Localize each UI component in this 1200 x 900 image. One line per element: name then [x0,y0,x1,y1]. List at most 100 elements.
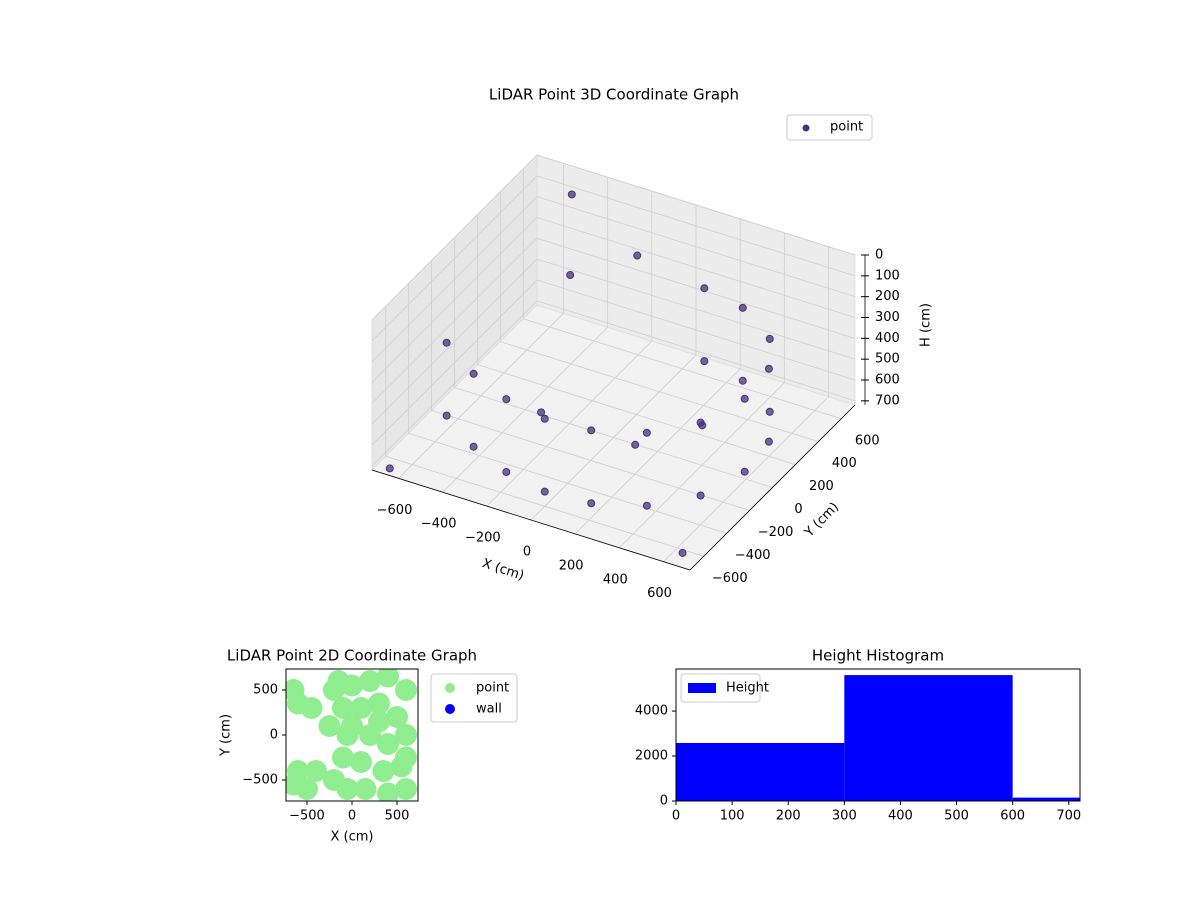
point [304,760,327,783]
grid-line [385,455,704,557]
grid-line [536,217,856,318]
grid-line [371,175,538,342]
point [395,778,418,801]
grid-line [536,300,856,402]
z-tick-label: 300 [875,310,900,325]
point [587,499,596,508]
axes-frame [675,668,1081,802]
point [377,782,400,801]
y-tick-label: 0 [794,502,802,517]
point [341,674,363,697]
y-tick-label: −500 [242,773,278,788]
legend-label: point [476,681,509,696]
grid-line [371,238,538,404]
x-tick-label: 600 [1000,809,1025,824]
chart-title: LiDAR Point 2D Coordinate Graph [227,647,477,665]
x-tick-label: 500 [944,809,969,824]
grid-line [536,258,856,360]
z-axis-label: H (cm) [919,303,934,347]
point [395,746,418,769]
point [700,357,709,366]
legend-label: Height [726,681,769,696]
bar [844,675,1013,801]
x-tick-label: 400 [603,572,628,587]
x-tick-label: −500 [289,809,325,824]
point [331,746,354,769]
point [386,705,409,728]
legend-box [430,673,518,723]
grid-line [536,175,856,277]
y-tick-label: 4000 [635,704,668,719]
z-tick-label: 500 [875,352,900,367]
point [385,464,394,473]
point [765,407,774,416]
grid-line [536,196,856,298]
x-tick-label: 0 [672,809,680,824]
point [540,414,549,423]
grid-line [500,341,819,443]
y-tick-label: 400 [832,456,857,471]
point [336,778,359,801]
legend-marker [445,704,455,714]
x-tick-label: 100 [720,809,745,824]
point [368,710,391,733]
x-axis [371,469,691,571]
legend-marker [802,124,810,132]
x-tick-label: 500 [385,809,410,824]
point [442,338,451,347]
x-tick-label: −600 [377,503,413,518]
legend-box [680,673,761,703]
y-tick-label: 0 [660,794,668,809]
y-tick-label: 500 [253,682,278,697]
x-tick-label: 300 [832,809,857,824]
point [502,395,511,404]
point [678,548,687,557]
point [300,696,323,719]
legend-marker [688,683,716,693]
point [642,428,651,437]
point [359,669,382,692]
point [537,408,546,417]
y-axis-label: Y (cm) [219,714,234,757]
point [698,421,707,430]
y-tick-label: −400 [735,548,771,563]
point [395,678,418,701]
point [469,442,478,451]
x-tick-label: 400 [888,809,913,824]
point [469,369,478,378]
point [567,190,576,199]
point [738,376,747,385]
z-tick-label: 0 [875,248,883,263]
grid-line [454,387,773,488]
x-axis-label: X (cm) [480,556,526,584]
y-tick-label: 0 [270,728,278,743]
grid-line [523,318,842,420]
point [395,724,418,746]
y-tick-label: −200 [758,525,794,540]
chart-title: Height Histogram [812,647,944,665]
y-axis-label: Y (cm) [801,500,842,541]
point [738,303,747,312]
y-tick-label: −600 [712,571,748,586]
x-tick-label: 200 [559,558,584,573]
grid-line [371,258,538,425]
grid-line [477,364,796,465]
grid-line [371,196,538,362]
point [587,426,596,435]
bar [676,742,845,801]
point [633,251,642,260]
x-tick-label: 200 [776,809,801,824]
point [740,467,749,476]
x-tick-label: −400 [421,517,457,532]
x-tick-label: 0 [523,545,531,560]
z-tick-label: 400 [875,331,900,346]
grid-line [408,432,727,534]
point [341,714,363,737]
x-tick-label: 0 [348,809,356,824]
point [566,271,575,279]
y-tick-label: 200 [809,479,834,494]
legend-marker [445,683,455,693]
grid-line [371,279,538,446]
grid-line [371,300,538,467]
point [765,334,774,343]
